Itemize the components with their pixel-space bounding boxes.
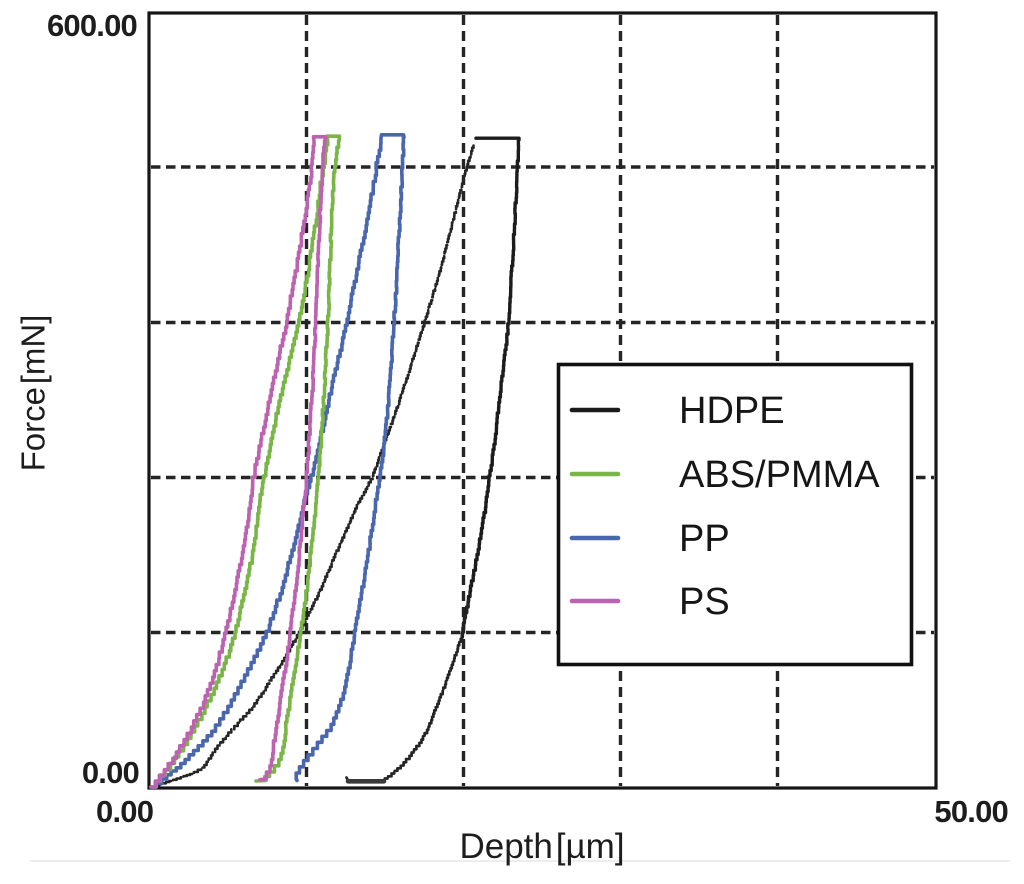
svg-text:PP: PP [679, 518, 730, 560]
svg-text:Force [mN]: Force [mN] [15, 315, 52, 472]
svg-text:0.00: 0.00 [82, 755, 139, 790]
svg-text:HDPE: HDPE [679, 390, 785, 432]
svg-text:600.00: 600.00 [47, 8, 137, 43]
svg-text:0.00: 0.00 [96, 794, 153, 829]
svg-text:PS: PS [679, 581, 730, 623]
svg-text:ABS/PMMA: ABS/PMMA [679, 454, 880, 496]
svg-text:Depth [µm]: Depth [µm] [459, 827, 624, 866]
svg-text:50.00: 50.00 [934, 794, 1008, 829]
